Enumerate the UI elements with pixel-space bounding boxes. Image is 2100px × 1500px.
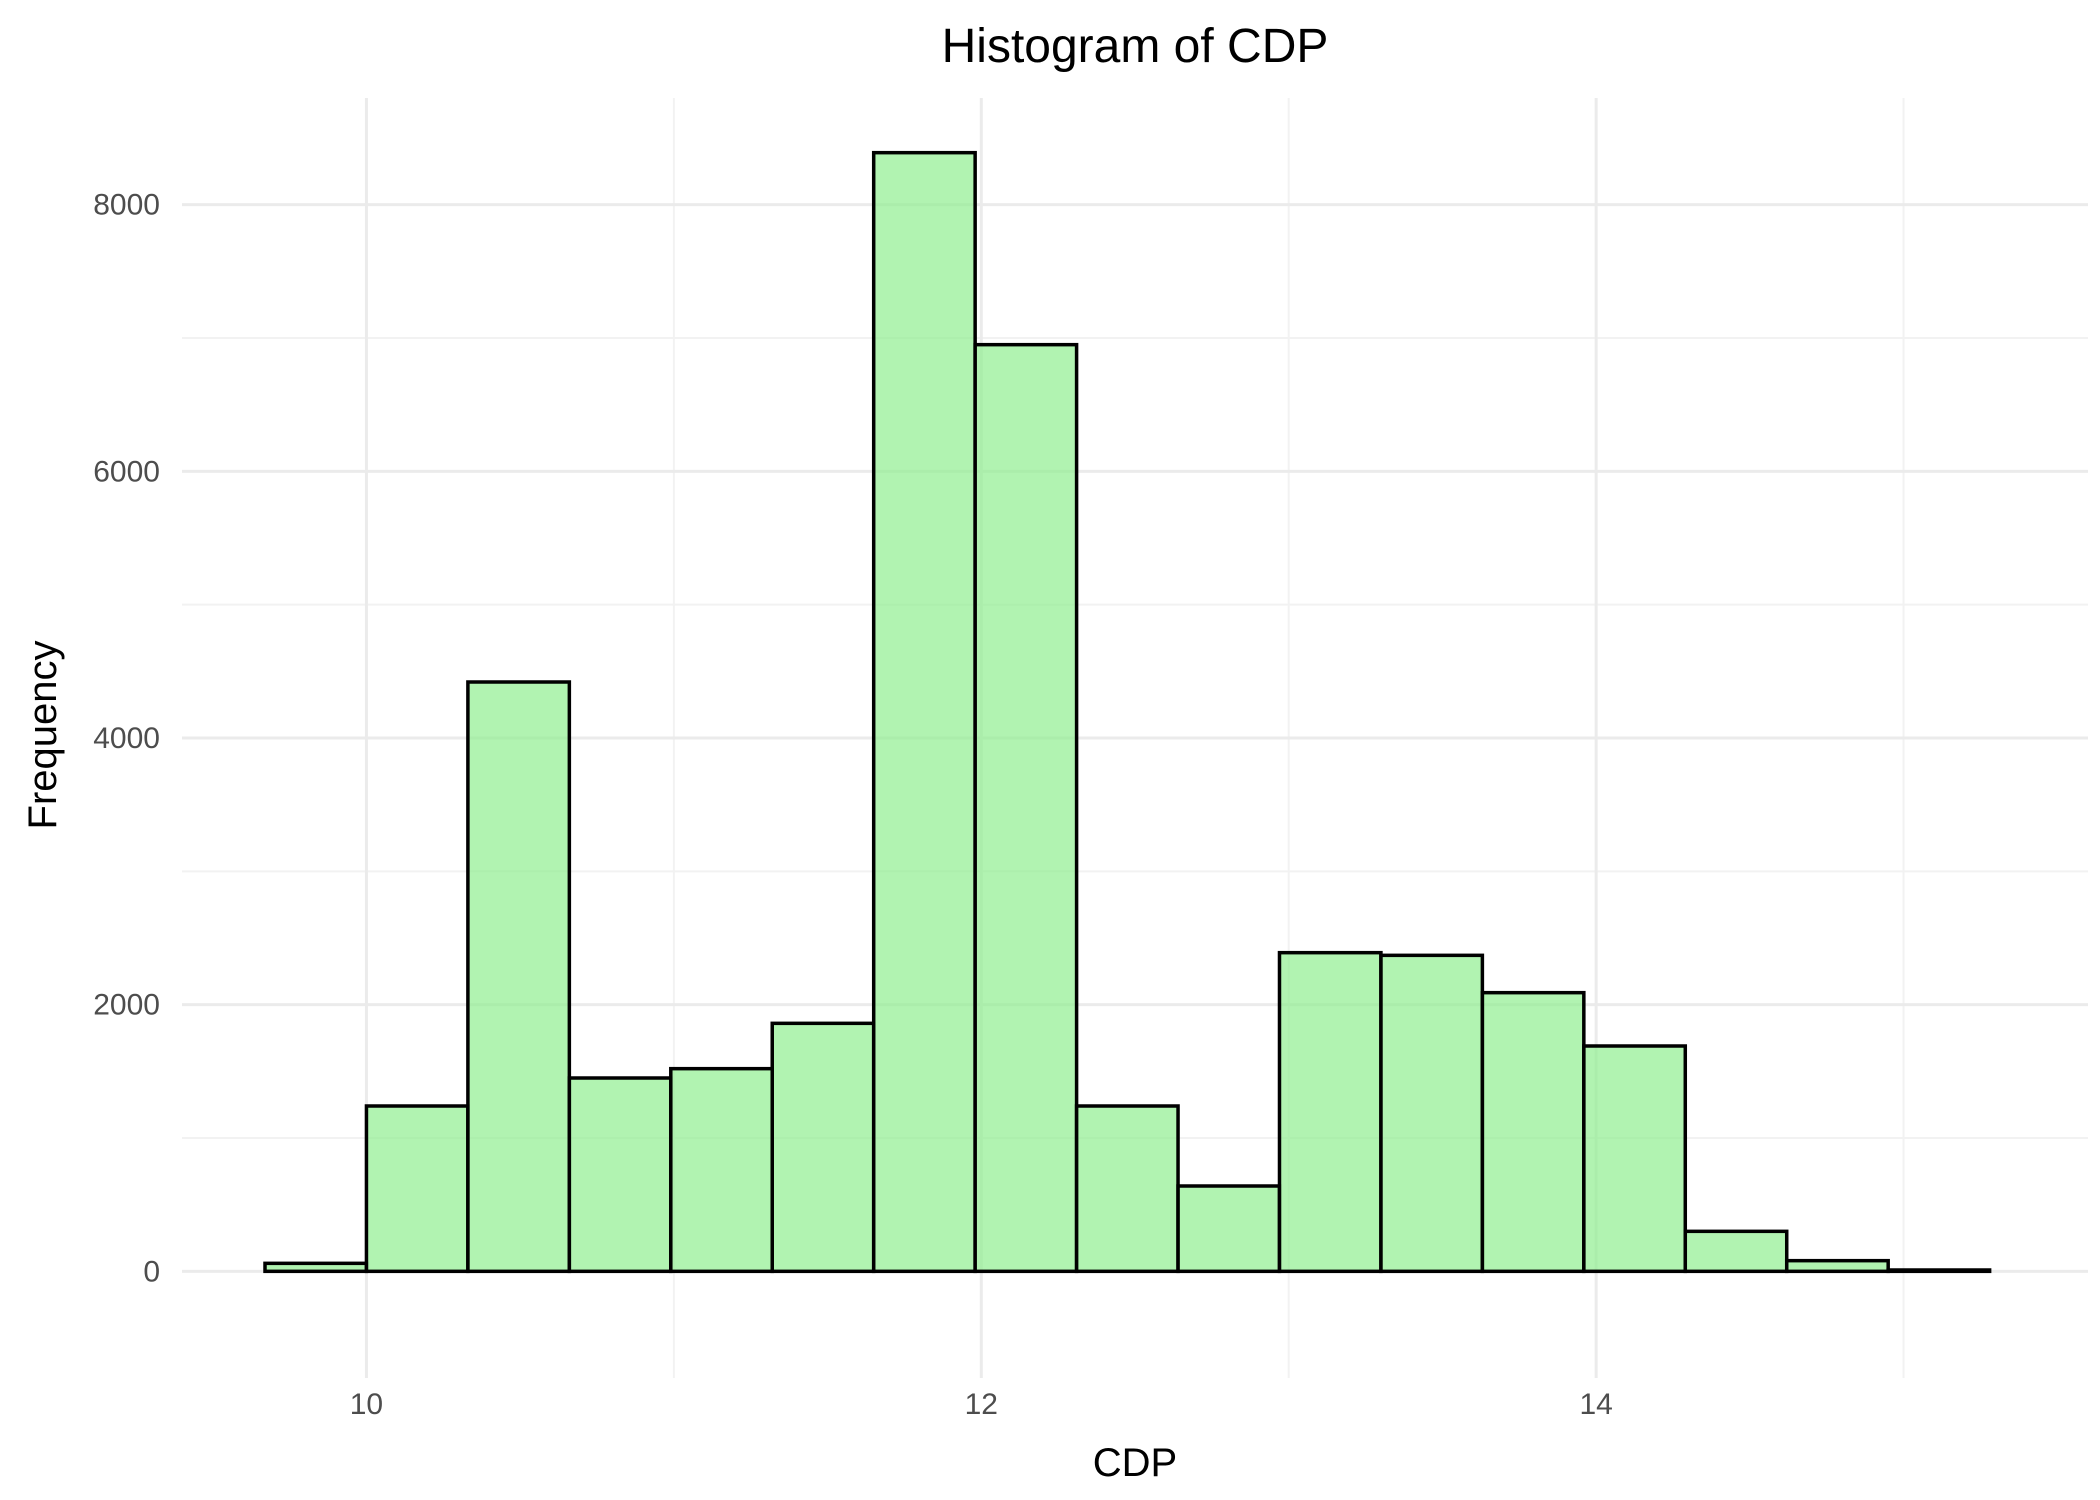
- histogram-bar: [263, 1261, 369, 1274]
- histogram-bar: [1683, 1229, 1789, 1274]
- tick-labels: 0 2000 4000 6000 8000 10 12 14: [93, 189, 1613, 1421]
- x-tick-label: 10: [350, 1388, 383, 1421]
- histogram-bar: [1176, 1184, 1282, 1274]
- histogram-bar: [466, 680, 572, 1274]
- y-tick-label: 2000: [93, 989, 160, 1022]
- histogram-bar: [364, 1104, 470, 1274]
- y-tick-label: 0: [143, 1255, 160, 1288]
- histogram-bar: [871, 150, 977, 1274]
- x-axis-title: CDP: [1093, 1441, 1177, 1485]
- y-axis-title: Frequency: [21, 641, 65, 830]
- histogram-bar: [973, 342, 1079, 1274]
- histogram-bars: [263, 150, 1992, 1274]
- histogram-bar: [567, 1076, 673, 1274]
- x-tick-label: 12: [965, 1388, 998, 1421]
- histogram-bar: [669, 1066, 774, 1274]
- histogram-bar: [770, 1021, 876, 1274]
- x-tick-label: 14: [1579, 1388, 1612, 1421]
- histogram-bar: [1074, 1104, 1180, 1274]
- histogram-bar: [1582, 1044, 1688, 1274]
- y-tick-label: 4000: [93, 722, 160, 755]
- chart-title: Histogram of CDP: [942, 20, 1329, 73]
- histogram-bar: [1480, 990, 1586, 1274]
- histogram-bar: [1379, 953, 1485, 1274]
- histogram-bar: [1886, 1268, 1992, 1274]
- y-tick-label: 8000: [93, 189, 160, 222]
- y-tick-label: 6000: [93, 455, 160, 488]
- histogram-bar: [1277, 950, 1383, 1274]
- histogram-bar: [1784, 1258, 1890, 1274]
